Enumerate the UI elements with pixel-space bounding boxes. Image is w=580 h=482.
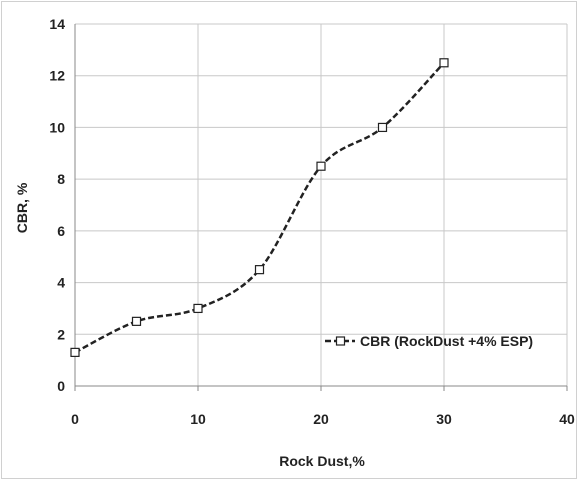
- y-tick-label: 4: [57, 275, 65, 291]
- legend-series-name: CBR (RockDust +4% ESP): [360, 333, 533, 349]
- series-layer: [70, 58, 449, 357]
- data-point-marker: [377, 122, 388, 133]
- y-tick-label: 6: [57, 223, 65, 239]
- data-point-marker: [193, 303, 203, 314]
- y-tick-labels: 0 2 4 6 8 10 12 14: [49, 16, 65, 394]
- series-line: [74, 61, 445, 354]
- y-tick-label: 14: [49, 16, 65, 32]
- x-tick-label: 0: [71, 411, 79, 427]
- x-tick-label: 30: [436, 411, 452, 427]
- data-point-marker: [131, 316, 142, 326]
- data-point-marker: [316, 161, 326, 171]
- x-tick-label: 20: [313, 411, 329, 427]
- y-axis-label: CBR, %: [14, 182, 30, 233]
- data-point-marker: [254, 265, 265, 275]
- grid-lines: [75, 23, 568, 386]
- y-tick-label: 2: [57, 326, 65, 342]
- x-tick-labels: 0 10 20 30 40: [71, 411, 575, 427]
- legend-marker-square: [335, 336, 346, 346]
- data-point-marker: [70, 347, 80, 357]
- x-tick-label: 10: [190, 411, 206, 427]
- y-tick-label: 10: [49, 119, 65, 135]
- axes: [74, 24, 568, 391]
- x-axis-label: Rock Dust,%: [279, 453, 365, 469]
- y-tick-label: 12: [49, 68, 65, 84]
- x-tick-label: 40: [559, 411, 575, 427]
- legend: CBR (RockDust +4% ESP): [325, 333, 533, 349]
- y-tick-label: 0: [57, 378, 65, 394]
- y-tick-label: 8: [57, 171, 65, 187]
- data-point-marker: [439, 58, 449, 68]
